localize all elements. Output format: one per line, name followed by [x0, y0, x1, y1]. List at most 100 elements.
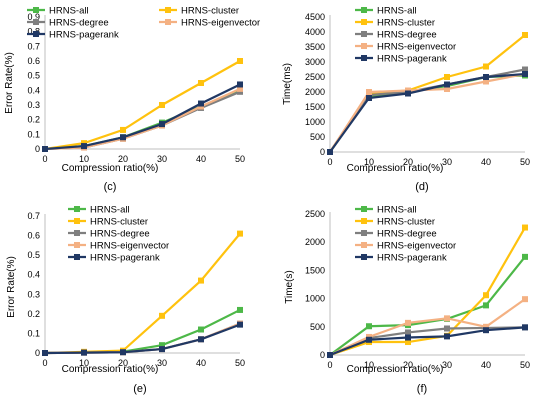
data-point: [81, 143, 87, 150]
y-tick-label: 0.4: [27, 85, 40, 95]
legend-item: HRNS-all: [355, 205, 417, 216]
legend-item: HRNS-cluster: [159, 6, 239, 17]
panel-caption: (f): [417, 383, 427, 395]
legend-item: HRNS-all: [355, 6, 417, 17]
data-point: [120, 134, 126, 141]
y-axis-label: Error Rate(%): [4, 52, 15, 114]
legend-marker: [361, 7, 367, 13]
data-point: [159, 342, 165, 349]
y-tick-label: 0: [35, 348, 40, 358]
legend-marker: [361, 230, 367, 236]
data-point: [405, 334, 411, 341]
legend-item: HRNS-pagerank: [355, 54, 447, 65]
x-axis-label: Compression ratio(%): [347, 364, 444, 375]
panel-caption: (c): [104, 181, 117, 193]
x-tick-label: 50: [235, 358, 245, 368]
x-tick-label: 0: [42, 154, 47, 164]
data-point: [42, 146, 48, 152]
legend-marker: [361, 218, 367, 224]
legend-label: HRNS-degree: [49, 18, 109, 29]
x-tick-label: 20: [118, 154, 128, 164]
legend-label: HRNS-eigenvector: [181, 18, 260, 29]
x-tick-label: 50: [520, 360, 530, 370]
data-point: [444, 86, 450, 92]
x-axis-label: Compression ratio(%): [62, 163, 159, 174]
data-point: [522, 224, 528, 231]
data-point: [198, 100, 204, 107]
data-point: [120, 349, 126, 356]
legend-marker: [74, 242, 80, 248]
series-hrns-all: [42, 306, 243, 356]
series-line: [44, 323, 241, 355]
legend-item: HRNS-degree: [355, 229, 437, 240]
legend-item: HRNS-cluster: [68, 217, 148, 228]
data-point: [237, 230, 243, 237]
data-point: [522, 296, 528, 303]
x-tick-label: 10: [79, 358, 89, 368]
legend-marker: [361, 31, 367, 37]
y-tick-label: 0.2: [27, 309, 40, 319]
series-hrns-cluster: [42, 58, 243, 152]
x-tick-label: 20: [403, 360, 413, 370]
legend-label: HRNS-cluster: [181, 6, 239, 17]
legend-label: HRNS-pagerank: [377, 54, 447, 65]
x-tick-label: 30: [442, 360, 452, 370]
data-point: [483, 327, 489, 334]
data-point: [366, 95, 372, 101]
x-tick-label: 10: [79, 154, 89, 164]
x-tick-label: 40: [196, 154, 206, 164]
legend: HRNS-allHRNS-clusterHRNS-degreeHRNS-eige…: [355, 205, 456, 264]
data-point: [444, 81, 450, 88]
legend-item: HRNS-all: [68, 205, 130, 216]
legend-label: HRNS-eigenvector: [90, 241, 169, 252]
y-axis-label: Error Rate(%): [6, 256, 17, 318]
legend-item: HRNS-degree: [355, 30, 437, 41]
y-tick-label: 4000: [305, 27, 325, 37]
y-axis-label: Time(s): [284, 270, 295, 304]
y-tick-label: 0.4: [27, 270, 40, 280]
legend-item: HRNS-degree: [27, 18, 109, 29]
data-point: [237, 58, 243, 64]
series-line: [44, 87, 241, 151]
data-point: [483, 78, 489, 85]
series-line: [329, 226, 526, 357]
y-tick-label: 2500: [305, 209, 325, 219]
x-tick-label: 50: [235, 154, 245, 164]
y-tick-label: 1500: [305, 102, 325, 112]
y-tick-label: 0.3: [27, 100, 40, 110]
y-tick-label: 3000: [305, 57, 325, 67]
legend-label: HRNS-cluster: [377, 18, 435, 29]
data-point: [444, 315, 450, 322]
series-line: [44, 83, 241, 151]
legend-item: HRNS-eigenvector: [355, 241, 456, 252]
legend-marker: [361, 206, 367, 212]
x-axis-label: Compression ratio(%): [347, 163, 444, 174]
y-tick-label: 0: [320, 350, 325, 360]
legend-item: HRNS-eigenvector: [355, 42, 456, 53]
legend-label: HRNS-pagerank: [49, 30, 119, 41]
data-point: [81, 349, 87, 356]
data-point: [366, 336, 372, 343]
y-tick-label: 1000: [305, 117, 325, 127]
data-point: [405, 90, 411, 97]
legend-label: HRNS-all: [90, 205, 130, 216]
legend-marker: [74, 218, 80, 224]
legend-marker: [74, 254, 80, 260]
x-tick-label: 20: [118, 358, 128, 368]
data-point: [237, 306, 243, 313]
x-tick-label: 20: [403, 157, 413, 167]
data-point: [483, 74, 489, 80]
data-point: [198, 277, 204, 284]
y-tick-label: 0.5: [27, 71, 40, 81]
series-line: [329, 298, 526, 356]
legend-marker: [33, 31, 39, 37]
data-point: [405, 329, 411, 336]
legend-marker: [165, 7, 171, 13]
data-point: [120, 126, 126, 133]
data-point: [444, 333, 450, 340]
legend-marker: [361, 19, 367, 25]
legend-item: HRNS-eigenvector: [68, 241, 169, 252]
data-point: [198, 326, 204, 333]
